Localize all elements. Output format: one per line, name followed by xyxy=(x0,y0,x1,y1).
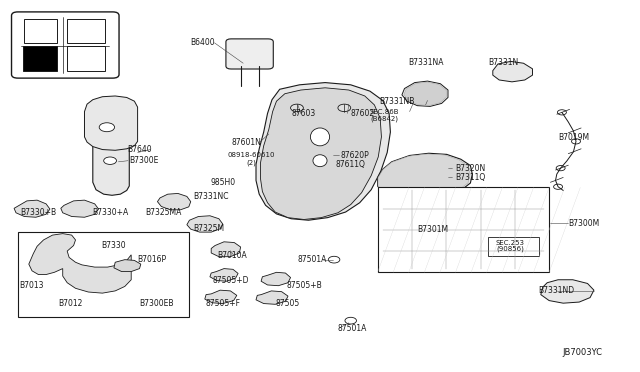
Polygon shape xyxy=(93,112,129,195)
Ellipse shape xyxy=(310,128,330,146)
Text: B7330: B7330 xyxy=(102,241,126,250)
Text: B7012: B7012 xyxy=(58,299,83,308)
Text: 87505: 87505 xyxy=(275,299,300,308)
Text: B7331ND: B7331ND xyxy=(539,286,575,295)
Bar xyxy=(18,232,189,317)
Text: B7331NB: B7331NB xyxy=(380,97,415,106)
Circle shape xyxy=(328,256,340,263)
Text: B7311Q: B7311Q xyxy=(456,173,486,182)
Circle shape xyxy=(557,110,566,115)
Polygon shape xyxy=(260,88,381,219)
Polygon shape xyxy=(205,290,237,304)
Text: B7300EB: B7300EB xyxy=(140,299,174,308)
Bar xyxy=(488,237,539,256)
Polygon shape xyxy=(402,81,448,106)
Text: B6400: B6400 xyxy=(190,38,214,47)
Polygon shape xyxy=(61,200,99,217)
Polygon shape xyxy=(211,242,241,257)
Text: B7301M: B7301M xyxy=(417,225,448,234)
Circle shape xyxy=(556,166,565,171)
Circle shape xyxy=(554,184,563,189)
Bar xyxy=(23,46,57,71)
Polygon shape xyxy=(493,61,532,82)
Polygon shape xyxy=(210,269,238,281)
Ellipse shape xyxy=(313,155,327,167)
Text: B7325MA: B7325MA xyxy=(146,208,182,217)
Text: 87501A: 87501A xyxy=(338,324,367,333)
Polygon shape xyxy=(84,96,138,150)
Text: (90856): (90856) xyxy=(496,246,524,253)
Bar xyxy=(67,19,105,43)
Circle shape xyxy=(104,157,116,164)
Polygon shape xyxy=(404,82,446,105)
Bar xyxy=(378,187,549,272)
Text: 87620P: 87620P xyxy=(340,151,369,160)
Circle shape xyxy=(99,123,115,132)
Text: (B6842): (B6842) xyxy=(370,115,398,122)
Text: SEC.86B: SEC.86B xyxy=(369,109,399,115)
Circle shape xyxy=(291,104,303,112)
Text: B7331NA: B7331NA xyxy=(408,58,444,67)
Polygon shape xyxy=(541,280,594,303)
Polygon shape xyxy=(261,272,291,286)
Text: 87602: 87602 xyxy=(351,109,375,118)
Text: SEC.253: SEC.253 xyxy=(495,240,525,246)
Polygon shape xyxy=(256,83,390,220)
Text: 08918-60610: 08918-60610 xyxy=(227,153,275,158)
Text: 985H0: 985H0 xyxy=(211,178,236,187)
Text: B7300M: B7300M xyxy=(568,219,600,228)
Polygon shape xyxy=(114,260,141,272)
Polygon shape xyxy=(378,153,472,201)
Text: 87501A: 87501A xyxy=(297,255,326,264)
Text: B7019M: B7019M xyxy=(558,133,589,142)
Polygon shape xyxy=(256,291,288,304)
FancyBboxPatch shape xyxy=(226,39,273,69)
Polygon shape xyxy=(187,216,223,232)
FancyBboxPatch shape xyxy=(12,12,119,78)
Text: 87603: 87603 xyxy=(292,109,316,118)
Text: B7640: B7640 xyxy=(128,145,152,154)
Text: B7331N: B7331N xyxy=(488,58,518,67)
Text: B7330+A: B7330+A xyxy=(92,208,128,217)
Text: B7300E: B7300E xyxy=(129,156,159,165)
Polygon shape xyxy=(378,154,470,200)
Polygon shape xyxy=(29,234,131,293)
Text: (2): (2) xyxy=(246,159,256,166)
Text: B7325M: B7325M xyxy=(193,224,225,233)
Circle shape xyxy=(345,317,356,324)
Circle shape xyxy=(338,104,351,112)
Bar xyxy=(24,19,56,43)
Polygon shape xyxy=(157,193,191,210)
Bar xyxy=(67,46,105,71)
Polygon shape xyxy=(14,200,50,217)
Text: 87505+B: 87505+B xyxy=(286,281,322,290)
Circle shape xyxy=(572,139,580,144)
Text: B7320N: B7320N xyxy=(456,164,486,173)
Text: B7016P: B7016P xyxy=(138,255,167,264)
Text: B7010A: B7010A xyxy=(217,251,246,260)
Text: B7013: B7013 xyxy=(19,281,44,290)
Text: 87611Q: 87611Q xyxy=(335,160,365,169)
Text: B7331NC: B7331NC xyxy=(194,192,229,201)
Text: JB7003YC: JB7003YC xyxy=(563,348,602,357)
Text: 87601N: 87601N xyxy=(231,138,261,147)
Text: 87505+D: 87505+D xyxy=(212,276,249,285)
Text: B7330+B: B7330+B xyxy=(20,208,56,217)
Text: 87505+F: 87505+F xyxy=(205,299,240,308)
